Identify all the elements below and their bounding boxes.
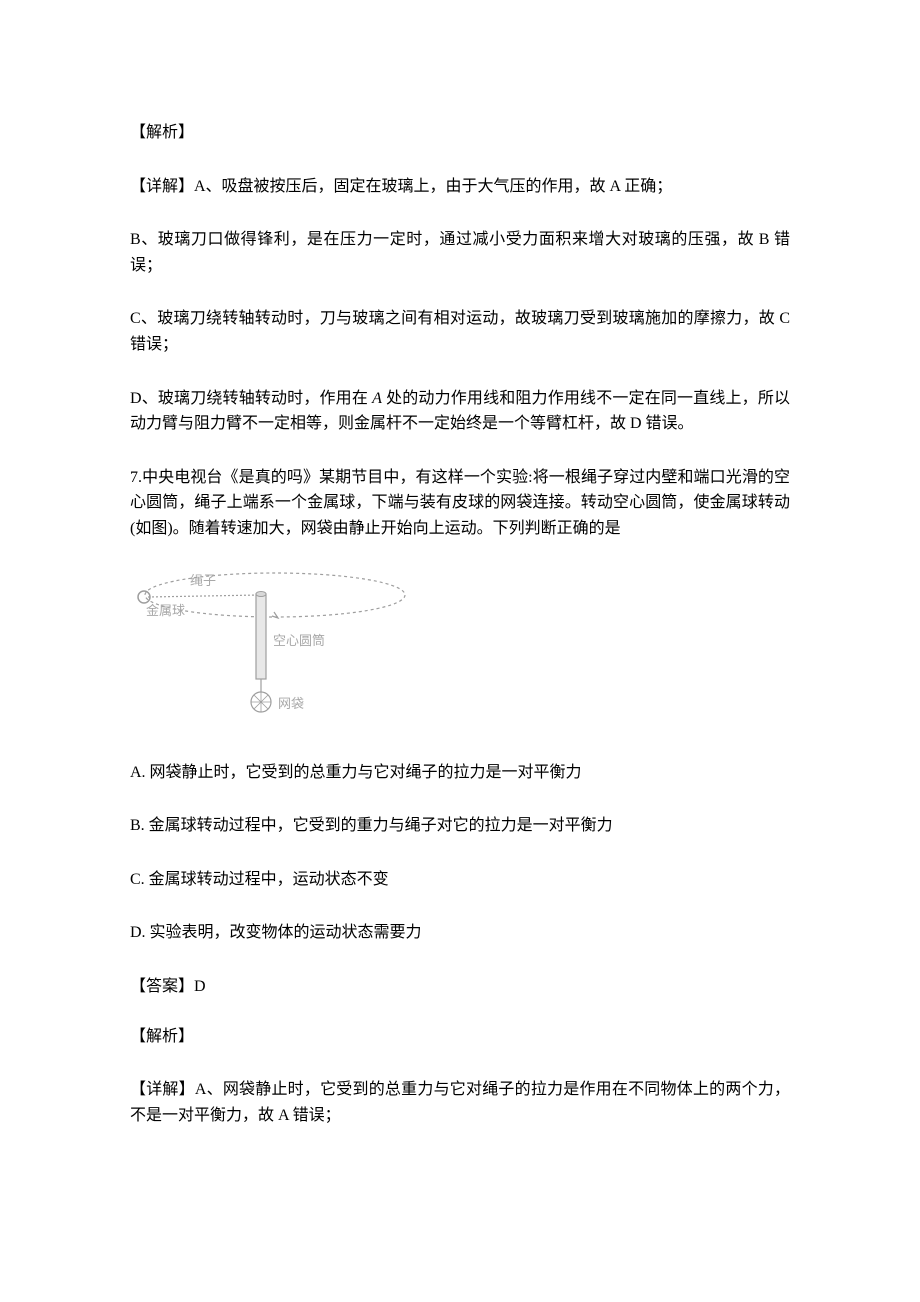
q6-d-italic-a: A [372,390,382,407]
q6-detail-d: D、玻璃刀绕转轴转动时，作用在 A 处的动力作用线和阻力作用线不一定在同一直线上… [130,386,790,437]
q7-figure: 绳子 金属球 空心圆筒 网袋 [130,570,790,730]
q6-jiexi-label: 【解析】 [130,120,790,146]
figure-label-ball: 金属球 [146,603,185,618]
q6-detail-b: B、玻璃刀口做得锋利，是在压力一定时，通过减小受力面积来增大对玻璃的压强，故 B… [130,227,790,278]
q7-detail-a: 【详解】A、网袋静止时，它受到的总重力与它对绳子的拉力是作用在不同物体上的两个力… [130,1077,790,1128]
q7-stem: 7.中央电视台《是真的吗》某期节目中，有这样一个实验:将一根绳子穿过内壁和端口光… [130,465,790,542]
q7-option-c: C. 金属球转动过程中，运动状态不变 [130,867,790,893]
figure-label-rope: 绳子 [190,573,216,588]
q7-option-d: D. 实验表明，改变物体的运动状态需要力 [130,920,790,946]
q6-d-part1: D、玻璃刀绕转轴转动时，作用在 [130,390,372,407]
q6-detail-c: C、玻璃刀绕转轴转动时，刀与玻璃之间有相对运动，故玻璃刀受到玻璃施加的摩擦力，故… [130,306,790,357]
figure-label-cylinder: 空心圆筒 [273,633,325,648]
q7-answer-value: D [194,978,206,995]
q7-option-b: B. 金属球转动过程中，它受到的重力与绳子对它的拉力是一对平衡力 [130,813,790,839]
q6-detail-a: 【详解】A、吸盘被按压后，固定在玻璃上，由于大气压的作用，故 A 正确； [130,174,790,200]
document-page: 【解析】 【详解】A、吸盘被按压后，固定在玻璃上，由于大气压的作用，故 A 正确… [0,0,920,1302]
q7-answer-label: 【答案】 [130,978,194,995]
q7-jiexi-label: 【解析】 [130,1024,790,1050]
q7-option-a: A. 网袋静止时，它受到的总重力与它对绳子的拉力是一对平衡力 [130,760,790,786]
figure-label-bag: 网袋 [278,696,304,711]
q7-answer: 【答案】D [130,974,790,1000]
